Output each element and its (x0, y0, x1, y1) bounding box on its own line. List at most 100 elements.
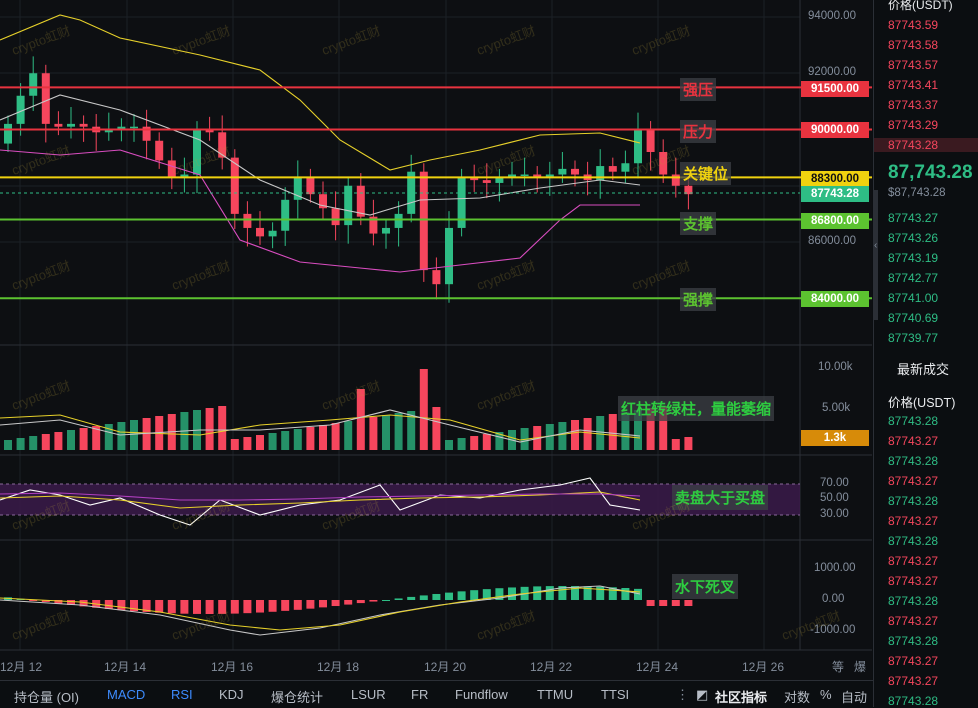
tab-rsi[interactable]: RSI (171, 687, 193, 702)
candle-body (29, 73, 38, 96)
ask-price[interactable]: 87743.37 (888, 98, 939, 112)
macd-histogram-bar (29, 600, 38, 601)
macd-histogram-bar (167, 600, 176, 614)
macd-histogram-bar (558, 586, 567, 600)
tab-liquidation[interactable]: 爆仓统计 (271, 690, 324, 705)
candle-body (281, 199, 290, 231)
tab-ttsi[interactable]: TTSI (601, 687, 630, 702)
volume-bar (634, 410, 642, 450)
volume-bar (268, 433, 277, 450)
volume-bar (293, 429, 302, 450)
chevron-left-icon[interactable]: ‹ (874, 240, 878, 251)
macd-histogram-bar (432, 593, 441, 600)
volume-bar (79, 428, 88, 450)
candle-body (180, 174, 189, 178)
volume-bar (419, 369, 428, 450)
level-tag-88300: 88300.00 (801, 171, 869, 187)
trade-price: 87743.28 (888, 634, 939, 648)
ask-price[interactable]: 87743.57 (888, 58, 939, 72)
candle-body (394, 213, 403, 228)
macd-note: 水下死叉 (672, 574, 739, 599)
volume-bar (583, 418, 592, 450)
tab-fundflow[interactable]: Fundflow (455, 687, 508, 702)
tab-fr[interactable]: FR (411, 687, 429, 702)
order-book-scroll[interactable] (874, 190, 878, 320)
chart-canvas[interactable] (0, 0, 872, 680)
volume-bar (306, 427, 315, 450)
candle-body (621, 163, 630, 172)
candle-body (293, 177, 302, 200)
volume-bar (67, 430, 75, 450)
candle-body (104, 129, 113, 133)
bid-price[interactable]: 87743.19 (888, 251, 939, 265)
volume-bar (29, 436, 38, 450)
volume-bar (482, 434, 491, 450)
candle-body (596, 166, 605, 181)
level-tag-84000: 84000.00 (801, 291, 869, 307)
candle-body (117, 126, 126, 130)
candle-body (558, 168, 567, 175)
recent-trades-title[interactable]: 最新成交 (897, 362, 950, 377)
macd-histogram-bar (319, 600, 327, 608)
price-chart-area[interactable] (0, 0, 872, 680)
bid-price[interactable]: 87742.77 (888, 271, 939, 285)
ask-price[interactable]: 87743.41 (888, 78, 939, 92)
macd-axis-label: -1000.00 (810, 624, 856, 636)
trade-price: 87743.27 (888, 474, 939, 488)
tab-kdj[interactable]: KDJ (219, 687, 244, 702)
level-tag-90000: 90000.00 (801, 122, 869, 138)
ask-price[interactable]: 87743.28 (874, 138, 978, 152)
auto-scale-button[interactable]: 自动 (841, 690, 868, 705)
macd-histogram-bar (646, 600, 655, 606)
bid-price[interactable]: 87741.00 (888, 291, 939, 305)
bid-price[interactable]: 87743.27 (888, 211, 939, 225)
candle-body (671, 174, 680, 186)
trade-price: 87743.27 (888, 434, 939, 448)
macd-histogram-bar (281, 600, 290, 611)
volume-ma2-line (0, 409, 641, 443)
bid-price[interactable]: 87740.69 (888, 311, 939, 325)
order-book-header: 价格(USDT) (888, 0, 953, 12)
macd-histogram-bar (382, 600, 390, 601)
ask-price[interactable]: 87743.58 (888, 38, 939, 52)
bollinger-mid-line (0, 94, 641, 216)
level-tag-86800: 86800.00 (801, 213, 869, 229)
price-axis-label: 94000.00 (808, 10, 856, 22)
volume-bar (104, 424, 113, 450)
bid-price[interactable]: 87739.77 (888, 331, 939, 345)
axis-wait-button[interactable]: 等 (832, 660, 845, 674)
macd-histogram-bar (508, 587, 516, 600)
volume-bar (4, 440, 12, 450)
community-indicator-button[interactable]: 社区指标 (715, 690, 768, 705)
candle-body (218, 132, 227, 158)
tab-macd[interactable]: MACD (107, 687, 146, 702)
ask-price[interactable]: 87743.29 (888, 118, 939, 132)
macd-histogram-bar (293, 600, 302, 610)
community-indicator-icon[interactable]: ◩ (696, 687, 709, 702)
candle-body (356, 185, 365, 217)
tab-oi[interactable]: 持仓量 (OI) (14, 690, 79, 705)
tab-lsur[interactable]: LSUR (351, 687, 386, 702)
macd-histogram-bar (608, 587, 617, 600)
log-scale-button[interactable]: 对数 (784, 690, 811, 705)
percent-scale-button[interactable]: % (820, 687, 832, 702)
axis-explode-button[interactable]: 爆 (854, 660, 867, 674)
volume-bar (545, 424, 554, 450)
bid-price[interactable]: 87743.26 (888, 231, 939, 245)
candle-body (369, 216, 378, 234)
macd-histogram-bar (256, 600, 264, 613)
candle-body (243, 213, 252, 228)
volume-bar (344, 421, 353, 450)
volume-bar (495, 432, 504, 450)
macd-histogram-bar (117, 600, 126, 611)
macd-axis-label: 1000.00 (814, 562, 856, 574)
macd-histogram-bar (659, 600, 668, 606)
volume-bar (671, 439, 680, 450)
volume-bar (331, 423, 340, 450)
volume-bar (558, 422, 567, 450)
macd-dea-line (0, 587, 641, 631)
ask-price[interactable]: 87743.59 (888, 18, 939, 32)
volume-bar (256, 435, 264, 450)
tab-ttmu[interactable]: TTMU (537, 687, 574, 702)
price-axis-label: 86000.00 (808, 235, 856, 247)
